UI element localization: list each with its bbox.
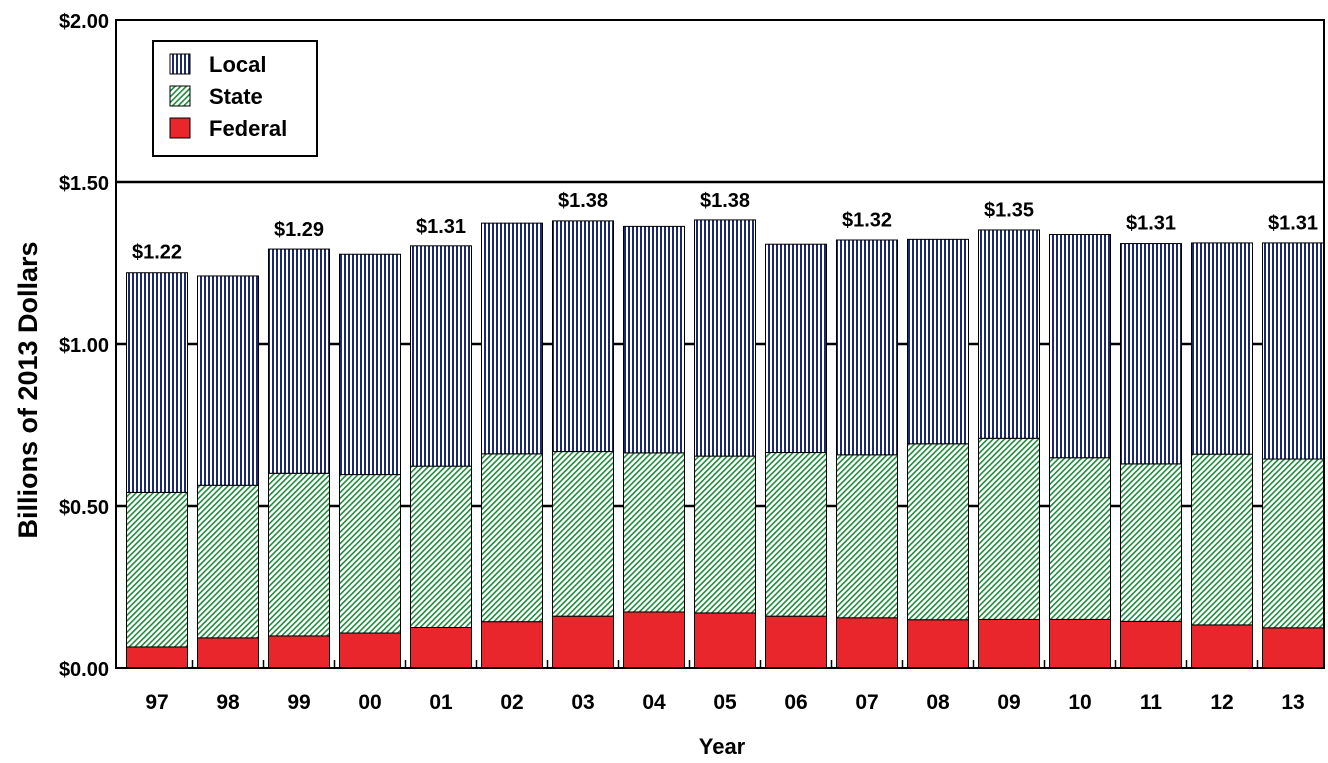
legend-swatch-local [169, 53, 191, 75]
bar-local-03 [552, 220, 614, 453]
bar-state-05 [694, 455, 756, 614]
bar-local-01 [410, 245, 472, 467]
bar-state-00 [339, 474, 401, 634]
bar-local-04 [623, 225, 685, 454]
legend-swatch-state [169, 85, 191, 107]
bar-local-07 [836, 239, 898, 456]
bar-federal-10 [1049, 618, 1111, 669]
bar-federal-09 [978, 618, 1040, 669]
bar-federal-13 [1262, 627, 1324, 669]
bar-federal-99 [268, 635, 330, 669]
bar-federal-12 [1191, 624, 1253, 669]
bar-local-06 [765, 243, 827, 454]
x-tick-label: 07 [855, 691, 878, 714]
bar-local-98 [197, 275, 259, 486]
bar-federal-08 [907, 619, 969, 669]
x-tick-label: 05 [713, 691, 737, 714]
bar-federal-02 [481, 621, 543, 669]
x-tick-label: 98 [216, 691, 240, 714]
bar-local-00 [339, 253, 401, 476]
bar-federal-07 [836, 617, 898, 669]
bar-local-09 [978, 229, 1040, 439]
bar-local-11 [1120, 243, 1182, 465]
bar-local-99 [268, 248, 330, 474]
bar-state-04 [623, 452, 685, 613]
bar-local-13 [1262, 242, 1324, 460]
total-label-03: $1.38 [558, 190, 608, 212]
bar-federal-97 [126, 646, 188, 669]
bar-state-12 [1191, 453, 1253, 626]
bar-state-09 [978, 437, 1040, 620]
total-label-99: $1.29 [274, 219, 324, 241]
legend-swatch-federal [169, 117, 191, 139]
legend-label-state: State [209, 84, 263, 109]
x-tick-label: 10 [1068, 691, 1091, 714]
bar-local-97 [126, 272, 188, 493]
bar-local-12 [1191, 242, 1253, 455]
x-tick-label: 09 [997, 691, 1020, 714]
x-tick-label: 97 [145, 691, 168, 714]
bar-state-01 [410, 465, 472, 629]
total-label-01: $1.31 [416, 216, 466, 238]
bar-local-10 [1049, 233, 1111, 459]
y-tick-label: $1.00 [59, 335, 109, 357]
x-tick-label: 02 [500, 691, 523, 714]
axes: $0.00 $0.50 $1.00 $1.50 $2.00 97 98 99 00 01 02 03 0… [59, 11, 1305, 714]
x-tick-label: 06 [784, 691, 807, 714]
x-tick-label: 13 [1281, 691, 1304, 714]
y-axis-label: Billions of 2013 Dollars [13, 241, 43, 538]
total-label-97: $1.22 [132, 242, 182, 264]
bar-federal-06 [765, 615, 827, 669]
x-tick-label: 08 [926, 691, 950, 714]
total-label-11: $1.31 [1126, 213, 1176, 235]
bar-state-11 [1120, 463, 1182, 622]
bar-state-03 [552, 451, 614, 617]
total-label-05: $1.38 [700, 190, 750, 212]
x-tick-label: 03 [571, 691, 594, 714]
bar-local-05 [694, 219, 756, 457]
bar-state-97 [126, 491, 188, 648]
x-tick-label: 00 [358, 691, 381, 714]
x-tick-label: 11 [1140, 691, 1163, 714]
bar-state-99 [268, 472, 330, 637]
total-label-07: $1.32 [842, 209, 892, 231]
y-tick-label: $2.00 [59, 11, 109, 33]
bar-state-07 [836, 454, 898, 619]
total-label-13: $1.31 [1268, 213, 1318, 235]
total-label-09: $1.35 [984, 200, 1034, 222]
bar-state-10 [1049, 457, 1111, 620]
bar-local-08 [907, 238, 969, 445]
bar-federal-01 [410, 627, 472, 669]
bar-state-08 [907, 443, 969, 621]
x-tick-label: 12 [1210, 691, 1233, 714]
bar-state-02 [481, 453, 543, 623]
bar-state-98 [197, 484, 259, 639]
x-axis-label: Year [699, 734, 746, 759]
y-tick-label: $1.50 [59, 173, 109, 195]
x-tick-label: 04 [642, 691, 666, 714]
bar-state-13 [1262, 458, 1324, 629]
bar-federal-98 [197, 637, 259, 669]
legend-label-local: Local [209, 52, 266, 77]
bar-federal-03 [552, 615, 614, 669]
y-tick-label: $0.50 [59, 497, 109, 519]
bars [126, 219, 1324, 669]
total-labels: $1.22 $1.29 $1.31 $1.38 $1.38 $1.32 $1.35 $1.31… [132, 190, 1318, 264]
bar-federal-05 [694, 612, 756, 669]
bar-local-02 [481, 222, 543, 455]
bar-federal-00 [339, 632, 401, 669]
bar-state-06 [765, 452, 827, 617]
x-tick-label: 01 [429, 691, 453, 714]
bar-federal-11 [1120, 620, 1182, 669]
x-tick-label: 99 [287, 691, 310, 714]
legend-label-federal: Federal [209, 116, 287, 141]
bar-federal-04 [623, 611, 685, 669]
y-tick-label: $0.00 [59, 659, 109, 681]
legend: Local State Federal [152, 40, 318, 157]
